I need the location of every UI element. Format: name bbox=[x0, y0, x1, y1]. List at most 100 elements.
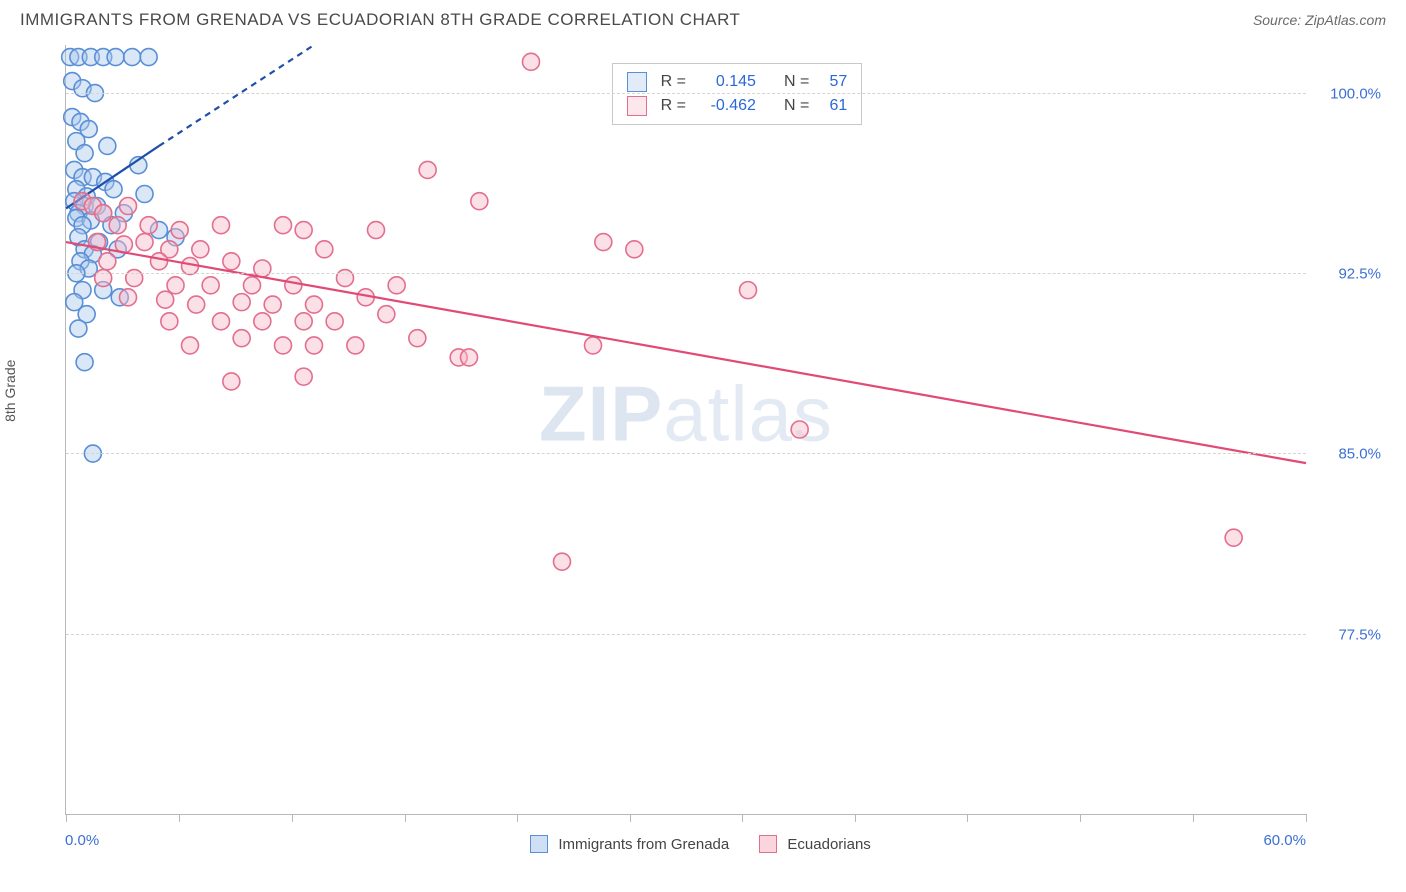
data-point bbox=[791, 421, 808, 438]
legend-swatch bbox=[530, 835, 548, 853]
data-point bbox=[409, 330, 426, 347]
data-point bbox=[254, 313, 271, 330]
data-point bbox=[295, 222, 312, 239]
data-point bbox=[254, 260, 271, 277]
chart-container: 8th Grade ZIPatlas R =0.145N =57R =-0.46… bbox=[20, 35, 1386, 855]
data-point bbox=[76, 354, 93, 371]
data-point bbox=[120, 289, 137, 306]
legend-row: R = -0.462 N = 61 bbox=[627, 94, 848, 118]
data-point bbox=[461, 349, 478, 366]
x-tick bbox=[66, 814, 67, 822]
data-point bbox=[295, 368, 312, 385]
gridline: 85.0% bbox=[66, 453, 1306, 454]
x-tick bbox=[855, 814, 856, 822]
plot-area: ZIPatlas R =0.145N =57R =-0.462N =61 100… bbox=[65, 45, 1306, 815]
data-point bbox=[626, 241, 643, 258]
data-point bbox=[213, 217, 230, 234]
y-axis-label: 8th Grade bbox=[2, 360, 18, 422]
data-point bbox=[223, 253, 240, 270]
data-point bbox=[264, 296, 281, 313]
data-point bbox=[326, 313, 343, 330]
gridline: 100.0% bbox=[66, 93, 1306, 94]
x-tick bbox=[405, 814, 406, 822]
data-point bbox=[105, 181, 122, 198]
data-point bbox=[99, 253, 116, 270]
data-point bbox=[136, 185, 153, 202]
data-point bbox=[126, 270, 143, 287]
legend-r-value: 0.145 bbox=[696, 73, 756, 91]
legend-swatch bbox=[759, 835, 777, 853]
scatter-svg bbox=[66, 45, 1306, 814]
legend-n-label: N = bbox=[784, 97, 809, 115]
data-point bbox=[275, 337, 292, 354]
x-tick bbox=[1080, 814, 1081, 822]
legend-r-label: R = bbox=[661, 97, 686, 115]
data-point bbox=[306, 296, 323, 313]
data-point bbox=[151, 253, 168, 270]
data-point bbox=[585, 337, 602, 354]
data-point bbox=[213, 313, 230, 330]
legend-row: R = 0.145 N = 57 bbox=[627, 70, 848, 94]
y-tick-label: 85.0% bbox=[1338, 446, 1381, 463]
data-point bbox=[120, 198, 137, 215]
data-point bbox=[347, 337, 364, 354]
data-point bbox=[107, 49, 124, 66]
x-tick bbox=[517, 814, 518, 822]
data-point bbox=[188, 296, 205, 313]
data-point bbox=[295, 313, 312, 330]
x-tick bbox=[742, 814, 743, 822]
data-point bbox=[378, 306, 395, 323]
x-tick bbox=[967, 814, 968, 822]
source-credit: Source: ZipAtlas.com bbox=[1253, 12, 1386, 28]
data-point bbox=[140, 217, 157, 234]
data-point bbox=[182, 337, 199, 354]
data-point bbox=[95, 270, 112, 287]
x-tick bbox=[292, 814, 293, 822]
chart-title: IMMIGRANTS FROM GRENADA VS ECUADORIAN 8T… bbox=[20, 10, 740, 30]
data-point bbox=[192, 241, 209, 258]
legend-r-label: R = bbox=[661, 73, 686, 91]
legend-swatch bbox=[627, 72, 647, 92]
data-point bbox=[368, 222, 385, 239]
data-point bbox=[157, 291, 174, 308]
data-point bbox=[161, 313, 178, 330]
legend-n-value: 61 bbox=[819, 97, 847, 115]
data-point bbox=[167, 277, 184, 294]
legend-r-value: -0.462 bbox=[696, 97, 756, 115]
data-point bbox=[140, 49, 157, 66]
data-point bbox=[233, 294, 250, 311]
legend-n-value: 57 bbox=[819, 73, 847, 91]
data-point bbox=[306, 337, 323, 354]
y-tick-label: 77.5% bbox=[1338, 627, 1381, 644]
trend-line-dashed bbox=[159, 45, 314, 146]
x-tick bbox=[179, 814, 180, 822]
data-point bbox=[740, 282, 757, 299]
data-point bbox=[523, 53, 540, 70]
legend-swatch bbox=[627, 96, 647, 116]
gridline: 92.5% bbox=[66, 273, 1306, 274]
x-tick bbox=[1306, 814, 1307, 822]
data-point bbox=[419, 161, 436, 178]
gridline: 77.5% bbox=[66, 634, 1306, 635]
data-point bbox=[316, 241, 333, 258]
data-point bbox=[471, 193, 488, 210]
legend-label: Immigrants from Grenada bbox=[554, 836, 729, 853]
data-point bbox=[244, 277, 261, 294]
data-point bbox=[171, 222, 188, 239]
data-point bbox=[275, 217, 292, 234]
legend-n-label: N = bbox=[784, 73, 809, 91]
legend-label: Ecuadorians bbox=[783, 836, 871, 853]
x-tick bbox=[630, 814, 631, 822]
bottom-legend: Immigrants from Grenada Ecuadorians bbox=[65, 835, 1306, 853]
data-point bbox=[337, 270, 354, 287]
trend-line bbox=[66, 242, 1306, 463]
x-tick bbox=[1193, 814, 1194, 822]
data-point bbox=[70, 320, 87, 337]
data-point bbox=[285, 277, 302, 294]
y-tick-label: 92.5% bbox=[1338, 266, 1381, 283]
data-point bbox=[202, 277, 219, 294]
data-point bbox=[136, 234, 153, 251]
data-point bbox=[388, 277, 405, 294]
data-point bbox=[223, 373, 240, 390]
data-point bbox=[95, 205, 112, 222]
